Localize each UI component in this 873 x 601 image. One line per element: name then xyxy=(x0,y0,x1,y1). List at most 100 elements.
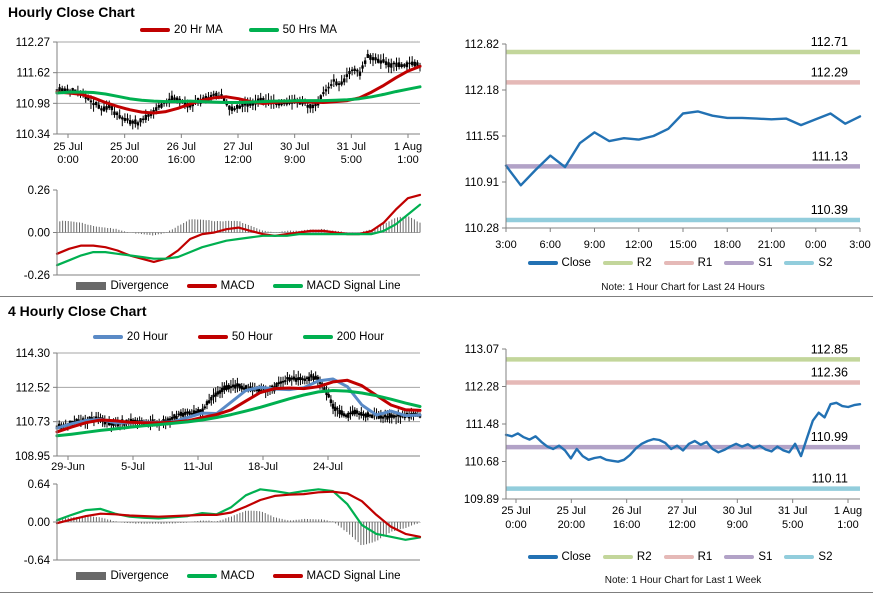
candle-body xyxy=(349,412,352,415)
candle-body xyxy=(173,414,176,419)
candle-body xyxy=(290,377,293,380)
legend-item-s1: S1 xyxy=(724,551,772,563)
legend-item-label: 20 Hr MA xyxy=(174,24,223,36)
section-divider xyxy=(0,296,873,297)
candle-body xyxy=(115,112,119,116)
candle-body xyxy=(294,377,298,382)
legend-item-200-hour: 200 Hour xyxy=(302,331,385,343)
x-tick-label: 18:00 xyxy=(713,239,741,251)
x-tick-label: 0:00 xyxy=(805,239,826,251)
x-tick-label: 12:00 xyxy=(625,239,653,251)
candle-body xyxy=(384,61,388,65)
candle-body xyxy=(301,102,304,105)
candle-body xyxy=(323,387,326,392)
candle-body xyxy=(227,384,230,390)
candle-body xyxy=(288,377,291,382)
line-swatch-icon xyxy=(663,555,694,559)
candle-body xyxy=(392,415,396,418)
candle-body xyxy=(311,104,315,109)
x-tick-label: 3:00 xyxy=(849,239,870,251)
x-tick-label: 27 Jul 12:00 xyxy=(223,141,252,166)
candle-body xyxy=(173,97,176,102)
candle-body xyxy=(310,374,313,378)
x-tick-label: 5-Jul xyxy=(121,461,145,473)
candle-body xyxy=(229,386,233,389)
candle-body xyxy=(279,381,283,384)
series-50-hrs-ma xyxy=(55,85,422,104)
candle-body xyxy=(251,102,255,106)
candle-body xyxy=(105,106,108,110)
candle-body xyxy=(136,122,140,126)
candle-body xyxy=(322,92,325,95)
candle-body xyxy=(297,377,300,381)
level-label-s1: 110.99 xyxy=(811,430,848,444)
candle-body xyxy=(192,410,196,415)
legend-item-label: R1 xyxy=(697,257,713,269)
candle-body xyxy=(141,118,145,121)
candle-body xyxy=(197,409,200,414)
line-swatch-icon xyxy=(784,555,815,559)
legend-item-label: 50 Hour xyxy=(231,331,273,343)
legend-hourly-macd: Divergence MACD MACD Signal Line xyxy=(57,280,420,292)
candle-body xyxy=(71,88,74,93)
legend-item-label: MACD Signal Line xyxy=(306,570,401,582)
legend-item-r2: R2 xyxy=(602,551,652,563)
candle-body xyxy=(214,392,217,397)
section-title-hourly: Hourly Close Chart xyxy=(8,4,135,20)
legend-item-label: MACD xyxy=(220,280,255,292)
candle-body xyxy=(390,414,393,418)
legend-item-macd: MACD xyxy=(186,280,255,292)
candle-body xyxy=(374,57,377,61)
series-close xyxy=(504,401,862,463)
legend-item-20-hr-ma: 20 Hr MA xyxy=(140,24,223,36)
candle-body xyxy=(107,421,111,426)
legend-item-label: S2 xyxy=(818,257,833,269)
legend-item-label: 20 Hour xyxy=(126,331,168,343)
candle-body xyxy=(235,104,239,109)
candle-body xyxy=(405,62,409,68)
candle-body xyxy=(209,94,213,99)
legend-item-label: S1 xyxy=(758,257,773,269)
candle-body xyxy=(377,58,380,63)
page-bottom-divider xyxy=(0,592,873,593)
candle-body xyxy=(171,416,174,420)
candle-body xyxy=(319,95,322,100)
x-tick-label: 30 Jul 9:00 xyxy=(723,505,752,531)
candle-body xyxy=(230,106,234,111)
candle-body xyxy=(270,385,274,389)
candle-body xyxy=(345,74,349,77)
y-tick-label: 111.48 xyxy=(466,419,499,431)
y-tick-label: 112.18 xyxy=(465,85,499,97)
candle-body xyxy=(126,118,129,121)
legend-item-label: 200 Hour xyxy=(336,331,385,343)
candle-body xyxy=(220,387,224,393)
note-weekly-pivot: Note: 1 Hour Chart for Last 1 Week xyxy=(604,575,762,586)
candle-body xyxy=(353,68,356,72)
candle-body xyxy=(377,415,380,419)
candle-body xyxy=(207,400,211,404)
y-tick-label: 0.00 xyxy=(28,228,50,240)
candle-body xyxy=(379,415,383,419)
candle-body xyxy=(110,106,114,111)
candle-body xyxy=(303,378,306,382)
legend-item-label: MACD xyxy=(220,570,255,582)
candle-body xyxy=(238,105,242,109)
y-tick-label: -0.26 xyxy=(24,270,50,282)
x-tick-label: 29-Jun xyxy=(51,461,85,473)
candle-body xyxy=(368,414,372,417)
bar-swatch-icon xyxy=(76,282,107,290)
legend-item-r1: R1 xyxy=(663,257,713,269)
line-swatch-icon xyxy=(602,261,633,265)
candle-body xyxy=(144,114,147,120)
candle-body xyxy=(357,413,361,415)
candle-body xyxy=(128,120,132,125)
y-tick-label: 110.73 xyxy=(16,417,50,429)
line-swatch-icon xyxy=(248,28,279,32)
candle-body xyxy=(336,407,339,410)
legend-hourly-price: 20 Hr MA 50 Hrs MA xyxy=(57,24,420,36)
candle-body xyxy=(324,89,328,92)
candle-body xyxy=(215,92,218,97)
candle-body xyxy=(316,376,320,382)
candle-body xyxy=(177,413,180,416)
bar-swatch-icon xyxy=(76,572,107,580)
